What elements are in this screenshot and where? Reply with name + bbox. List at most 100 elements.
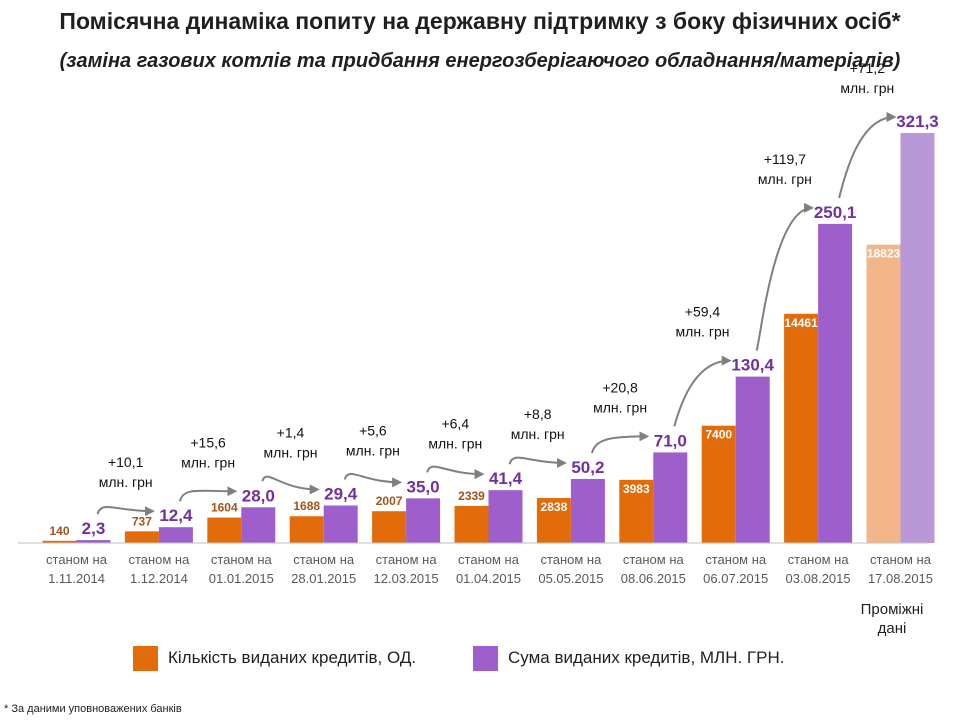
sum-label-9: 250,1: [814, 203, 857, 222]
bar-count-2: [207, 517, 242, 543]
legend-swatch-count: [133, 645, 158, 671]
bars-group: [42, 133, 935, 544]
increment-value-7: +59,4: [685, 304, 721, 320]
sum-label-10: 321,3: [896, 112, 939, 131]
sum-label-1: 12,4: [159, 506, 193, 525]
sum-label-0: 2,3: [82, 519, 106, 538]
increment-arrow-9: [838, 112, 897, 199]
x-tick-label-4: станом на 12.03.2015: [374, 552, 439, 586]
bar-sum-7: [653, 452, 688, 543]
increment-value-0: +10,1: [108, 454, 144, 470]
count-label-7: 3983: [623, 482, 650, 496]
x-tick-label-9: станом на 03.08.2015: [786, 552, 851, 586]
x-tick-label-5: станом на 01.04.2015: [456, 552, 521, 586]
increment-arrow-0: [96, 506, 155, 517]
bar-count-8: [701, 425, 736, 543]
x-tick-label-8: станом на 06.07.2015: [703, 552, 768, 586]
sum-label-7: 71,0: [654, 431, 687, 450]
bar-count-4: [372, 511, 407, 543]
increment-value-5: +8,8: [524, 406, 552, 422]
bar-sum-4: [406, 498, 441, 543]
increment-unit-0: млн. грн: [99, 474, 153, 490]
increment-arrow-6: [590, 431, 650, 454]
labels-group: 140 2,3 737 12,4 1604 28,0 1688 29,4 2007 35,0 233…: [49, 60, 938, 538]
count-label-8: 7400: [705, 428, 732, 442]
increment-value-1: +15,6: [190, 434, 226, 450]
legend-item-sum: Сума виданих кредитів, МЛН. ГРН.: [473, 644, 784, 672]
count-label-0: 140: [49, 524, 69, 538]
x-tick-label-6: станом на 05.05.2015: [538, 552, 603, 586]
increment-arrows-group: [96, 112, 897, 517]
count-label-10: 18823: [867, 247, 901, 261]
bar-sum-5: [488, 490, 523, 543]
count-label-5: 2339: [458, 489, 485, 503]
increment-arrow-8: [755, 202, 815, 351]
increment-arrow-3: [343, 473, 403, 488]
x-tick-label-0: станом на 1.11.2014: [46, 552, 108, 586]
increment-arrow-2: [261, 475, 320, 495]
chart-subtitle: (заміна газових котлів та придбання енер…: [59, 50, 901, 72]
bar-sum-0: [76, 540, 111, 543]
bar-sum-8: [735, 376, 770, 543]
x-tick-label-10: станом на 17.08.2015: [868, 552, 933, 586]
increment-unit-1: млн. грн: [181, 454, 235, 470]
x-tick-labels-group: станом на 1.11.2014 станом на 1.12.2014 стан…: [46, 552, 933, 586]
bar-count-7: [619, 479, 654, 543]
increment-value-2: +1,4: [277, 424, 305, 440]
increment-unit-6: млн. грн: [593, 399, 647, 415]
x-tick-label-1: станом на 1.12.2014: [128, 552, 190, 586]
sum-label-5: 41,4: [489, 469, 523, 488]
bar-count-3: [289, 516, 324, 543]
increment-unit-5: млн. грн: [511, 426, 565, 442]
bar-sum-3: [323, 505, 358, 543]
legend-label-sum: Сума виданих кредитів, МЛН. ГРН.: [508, 648, 785, 667]
bar-count-1: [124, 531, 159, 543]
increment-arrow-5: [508, 456, 567, 468]
footnote: * За даними уповноважених банків: [4, 703, 182, 715]
increment-value-9: +71,2: [850, 60, 886, 76]
increment-value-6: +20,8: [602, 379, 638, 395]
bar-count-5: [454, 505, 489, 543]
x-tick-label-2: станом на 01.01.2015: [209, 552, 274, 586]
increment-value-4: +6,4: [441, 415, 469, 431]
sum-label-6: 50,2: [571, 458, 604, 477]
sum-label-2: 28,0: [242, 486, 275, 505]
increment-arrow-4: [426, 465, 485, 480]
increment-arrow-7: [673, 355, 732, 427]
increment-arrow-1: [178, 486, 238, 502]
count-label-4: 2007: [376, 494, 403, 508]
increment-unit-2: млн. грн: [264, 444, 318, 460]
legend-item-count: Кількість виданих кредитів, ОД.: [133, 644, 416, 672]
interim-data-note: Проміжні дані: [860, 601, 924, 637]
increment-value-8: +119,7: [764, 151, 806, 167]
count-label-1: 737: [132, 514, 152, 528]
bar-count-0: [42, 540, 77, 543]
chart-title: Помісячна динаміка попиту на державну пі…: [59, 8, 901, 34]
sum-label-3: 29,4: [324, 484, 358, 503]
bar-sum-6: [570, 478, 605, 543]
count-label-3: 1688: [293, 499, 320, 513]
bar-sum-9: [818, 223, 853, 543]
bar-sum-2: [241, 507, 276, 543]
count-label-6: 2838: [541, 500, 568, 514]
increment-unit-8: млн. грн: [758, 171, 812, 187]
legend-label-count: Кількість виданих кредитів, ОД.: [168, 648, 417, 667]
increment-value-3: +5,6: [359, 422, 387, 438]
sum-label-4: 35,0: [407, 477, 440, 496]
increment-unit-9: млн. грн: [840, 80, 894, 96]
bar-count-6: [536, 498, 571, 543]
x-tick-label-3: станом на 28.01.2015: [291, 552, 356, 586]
increment-unit-3: млн. грн: [346, 442, 400, 458]
bar-sum-10: [900, 133, 935, 544]
increment-unit-4: млн. грн: [428, 435, 482, 451]
count-label-2: 1604: [211, 501, 238, 515]
count-label-9: 14461: [784, 316, 818, 330]
bar-count-9: [784, 313, 819, 543]
bar-count-10: [866, 244, 901, 543]
increment-unit-7: млн. грн: [676, 324, 730, 340]
sum-label-8: 130,4: [731, 356, 774, 375]
x-tick-label-7: станом на 08.06.2015: [621, 552, 686, 586]
legend-swatch-sum: [473, 645, 498, 671]
bar-sum-1: [158, 527, 193, 543]
